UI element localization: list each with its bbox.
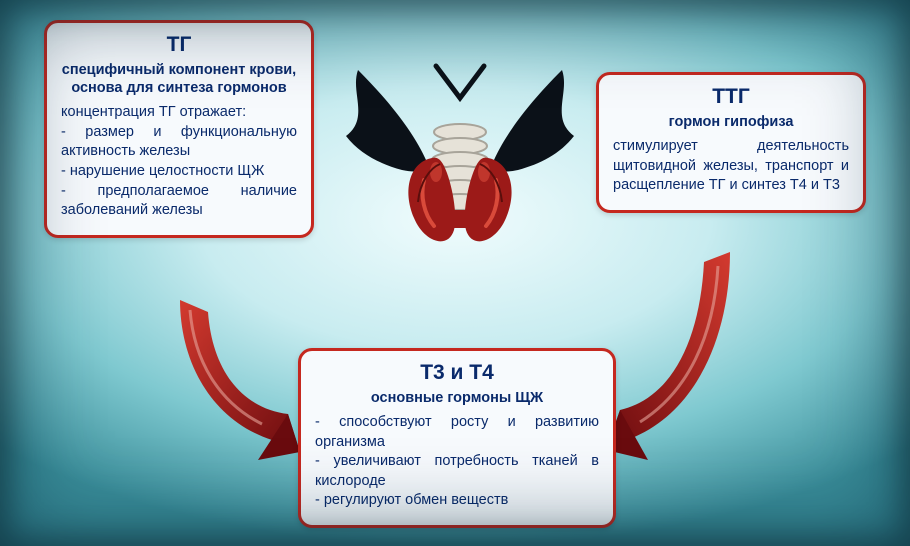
box-ttg-title: ТТГ xyxy=(613,85,849,109)
box-tg-body: концентрация ТГ отражает: - размер и фун… xyxy=(61,103,297,220)
box-ttg: ТТГ гормон гипофиза стимулирует деятельн… xyxy=(596,72,866,213)
box-tg-title: ТГ xyxy=(61,33,297,57)
box-tg-item: - предполагаемое наличие заболеваний жел… xyxy=(61,182,297,221)
box-t3t4: Т3 и Т4 основные гормоны ЩЖ - способству… xyxy=(298,348,616,528)
box-tg-item: - нарушение целостности ЩЖ xyxy=(61,162,297,182)
anatomy-svg xyxy=(340,62,580,282)
box-ttg-subtitle: гормон гипофиза xyxy=(613,113,849,131)
box-tg: ТГ специфичный компонент крови, основа д… xyxy=(44,20,314,238)
box-tg-lead: концентрация ТГ отражает: xyxy=(61,103,297,123)
box-t3t4-title: Т3 и Т4 xyxy=(315,361,599,385)
box-t3t4-subtitle: основные гормоны ЩЖ xyxy=(315,389,599,407)
box-ttg-body: стимулирует деятельность щитовидной желе… xyxy=(613,137,849,196)
box-t3t4-body: - способствуют росту и развитию организм… xyxy=(315,413,599,511)
box-tg-subtitle: специфичный компонент крови, основа для … xyxy=(61,61,297,97)
box-t3t4-item: - увеличивают потребность тканей в кисло… xyxy=(315,452,599,491)
box-t3t4-item: - способствуют росту и развитию организм… xyxy=(315,413,599,452)
thyroid-illustration xyxy=(340,62,580,282)
box-tg-item: - размер и функциональную активность жел… xyxy=(61,123,297,162)
box-t3t4-item: - регулируют обмен веществ xyxy=(315,491,599,511)
